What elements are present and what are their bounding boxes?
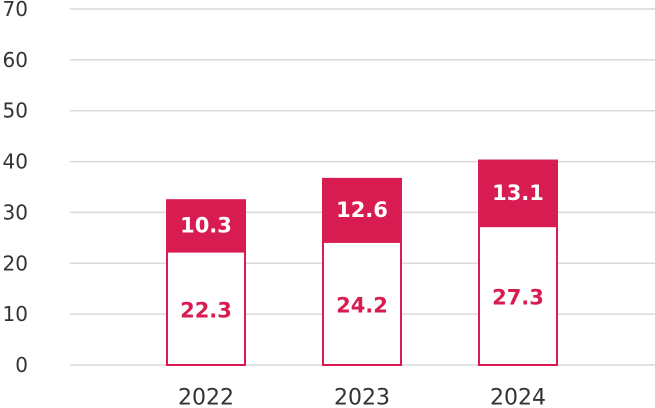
data-label-lower: 27.3	[492, 286, 544, 310]
data-label-upper: 13.1	[492, 181, 544, 205]
bar-segment-upper	[166, 199, 246, 252]
data-label-upper: 12.6	[336, 198, 388, 222]
y-tick-label: 20	[3, 251, 28, 275]
bar-segment-lower	[166, 250, 246, 367]
y-tick-label: 10	[3, 302, 28, 326]
bar-segment-upper	[322, 177, 402, 242]
y-tick-label: 30	[3, 200, 28, 224]
data-label-lower: 22.3	[180, 298, 232, 322]
data-label-upper: 10.3	[180, 213, 232, 237]
bar-segment-upper	[478, 159, 558, 227]
x-tick-label: 2022	[178, 386, 234, 408]
x-tick-label: 2023	[334, 386, 390, 408]
y-tick-label: 70	[3, 0, 28, 21]
data-label-lower: 24.2	[336, 293, 388, 317]
y-axis: 0 10 20 30 40 50 60 70	[3, 0, 28, 377]
bar-segment-lower	[478, 225, 558, 366]
x-tick-label: 2024	[490, 386, 546, 408]
bars: 22.3 10.3 24.2 12.6 27.3 13.1	[166, 159, 558, 367]
bar-segment-lower	[322, 240, 402, 367]
y-tick-label: 50	[3, 99, 28, 123]
x-axis: 2022 2023 2024	[178, 386, 546, 408]
y-tick-label: 60	[3, 48, 28, 72]
y-tick-label: 0	[15, 353, 28, 377]
y-tick-label: 40	[3, 150, 28, 174]
